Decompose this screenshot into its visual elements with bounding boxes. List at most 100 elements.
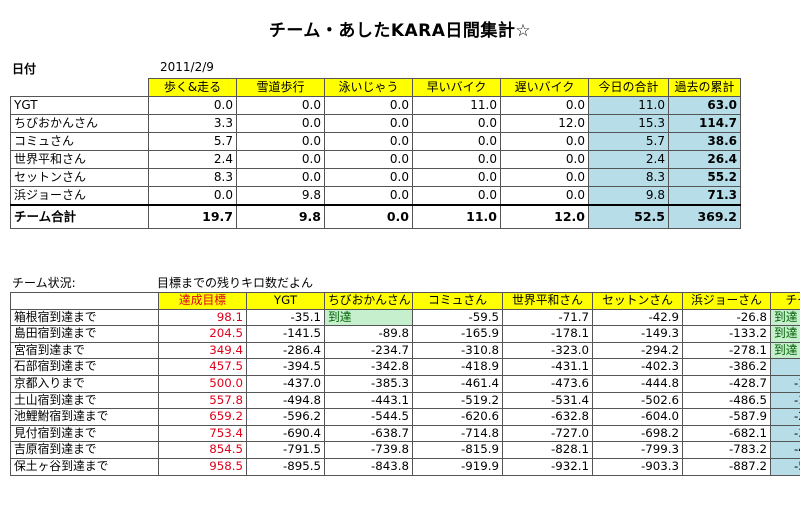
summary-cell: 0.0: [148, 186, 237, 206]
summary-column-header: 早いバイク: [412, 78, 501, 97]
progress-cell: -402.3: [592, 358, 683, 376]
summary-cell: 26.4: [668, 150, 741, 169]
summary-cell: 11.0: [588, 96, 669, 115]
member-name: YGT: [10, 96, 149, 115]
summary-cell: 71.3: [668, 186, 741, 206]
summary-header-row: 歩く&走る 雪道歩行 泳いじゃう 早いバイク 遅いバイク 今日の合計 過去の累計: [10, 78, 741, 97]
progress-cell: -544.5: [324, 408, 413, 426]
summary-column-header: 過去の累計: [668, 78, 741, 97]
summary-row: コミュさん 5.7 0.0 0.0 0.0 0.0 5.7 38.6: [10, 132, 741, 151]
progress-cell: -461.4: [412, 374, 503, 393]
progress-cell: 457.5: [158, 358, 247, 376]
status-caption: 目標までの残りキロ数だよん: [157, 276, 314, 290]
summary-column-header: 雪道歩行: [236, 78, 325, 97]
summary-row: ちびおかんさん 3.3 0.0 0.0 0.0 12.0 15.3 114.7: [10, 114, 741, 133]
progress-cell: -394.5: [246, 358, 325, 376]
progress-cell: -531.4: [502, 391, 593, 410]
progress-cell: -903.3: [592, 457, 683, 476]
summary-cell: 0.0: [324, 168, 413, 187]
progress-cell: 500.0: [158, 374, 247, 393]
summary-cell: 0.0: [500, 150, 589, 169]
summary-column-header: 歩く&走る: [148, 78, 237, 97]
progress-row: 京都入りまで 500.0 -437.0 -385.3 -461.4 -473.6 -444.…: [10, 374, 800, 393]
progress-cell: -887.2: [682, 457, 771, 476]
summary-row: YGT 0.0 0.0 0.0 11.0 0.0 11.0 63.0: [10, 96, 741, 115]
progress-row: 保土ヶ谷到達まで 958.5 -895.5 -843.8 -919.9 -932.1 -90…: [10, 457, 800, 476]
progress-cell: -342.8: [324, 358, 413, 376]
progress-column-header: 浜ジョーさん: [682, 292, 771, 310]
progress-column-header: 達成目標: [158, 292, 247, 310]
progress-row: 池鯉鮒宿到達まで 659.2 -596.2 -544.5 -620.6 -632.8 -60…: [10, 408, 800, 426]
daily-summary-table: 歩く&走る 雪道歩行 泳いじゃう 早いバイク 遅いバイク 今日の合計 過去の累計 YGT 0.0…: [10, 78, 741, 229]
progress-cell: -486.5: [682, 391, 771, 410]
team-total-label: チーム合計: [10, 204, 149, 229]
progress-cell: -932.1: [502, 457, 593, 476]
team-total-cell: 0.0: [324, 204, 413, 229]
progress-cell: -59.5: [412, 308, 503, 327]
team-total-row: チーム合計 19.7 9.8 0.0 11.0 12.0 52.5 369.2: [10, 204, 741, 229]
progress-cell: -386.2: [682, 358, 771, 376]
milestone-name: 宮宿到達まで: [10, 341, 159, 360]
milestone-name: 島田宿到達まで: [10, 325, 159, 343]
progress-row: 宮宿到達まで 349.4 -286.4 -234.7 -310.8 -323.0 -294.…: [10, 341, 800, 360]
corner-cell: [10, 78, 149, 97]
progress-cell: -385.3: [324, 374, 413, 393]
corner-cell: [10, 292, 159, 310]
date-label: 日付: [12, 62, 37, 76]
progress-cell: 到達: [770, 308, 800, 327]
progress-cell: -286.4: [246, 341, 325, 360]
member-name: ちびおかんさん: [10, 114, 149, 133]
progress-cell: -919.9: [412, 457, 503, 476]
progress-cell: -799.3: [592, 441, 683, 459]
progress-cell: -828.1: [502, 441, 593, 459]
summary-row: 世界平和さん 2.4 0.0 0.0 0.0 0.0 2.4 26.4: [10, 150, 741, 169]
progress-column-header: コミュさん: [412, 292, 503, 310]
progress-column-header: チーム: [770, 292, 800, 310]
milestone-name: 保土ヶ谷到達まで: [10, 457, 159, 476]
progress-cell: -589.3: [770, 457, 800, 476]
summary-column-header: 今日の合計: [588, 78, 669, 97]
summary-cell: 114.7: [668, 114, 741, 133]
milestone-name: 箱根宿到達まで: [10, 308, 159, 327]
progress-cell: -428.7: [682, 374, 771, 393]
summary-cell: 63.0: [668, 96, 741, 115]
summary-cell: 5.7: [148, 132, 237, 151]
team-total-cell: 52.5: [588, 204, 669, 229]
team-total-cell: 369.2: [668, 204, 741, 229]
summary-cell: 9.8: [588, 186, 669, 206]
progress-cell: -632.8: [502, 408, 593, 426]
summary-row: セットンさん 8.3 0.0 0.0 0.0 0.0 8.3 55.2: [10, 168, 741, 187]
team-total-cell: 9.8: [236, 204, 325, 229]
team-total-cell: 12.0: [500, 204, 589, 229]
summary-cell: 3.3: [148, 114, 237, 133]
progress-cell: -290.0: [770, 408, 800, 426]
progress-cell: -178.1: [502, 325, 593, 343]
milestone-name: 吉原宿到達まで: [10, 441, 159, 459]
progress-cell: -502.6: [592, 391, 683, 410]
progress-cell: -815.9: [412, 441, 503, 459]
progress-cell: 204.5: [158, 325, 247, 343]
summary-cell: 0.0: [324, 186, 413, 206]
summary-cell: 9.8: [236, 186, 325, 206]
progress-row: 土山宿到達まで 557.8 -494.8 -443.1 -519.2 -531.4 -502…: [10, 391, 800, 410]
page-title: チーム・あしたKARA日間集計☆: [268, 21, 532, 41]
summary-cell: 0.0: [236, 114, 325, 133]
summary-cell: 12.0: [500, 114, 589, 133]
progress-cell: -35.1: [246, 308, 325, 327]
team-total-cell: 11.0: [412, 204, 501, 229]
progress-cell: -690.4: [246, 424, 325, 443]
progress-cell: -473.6: [502, 374, 593, 393]
progress-column-header: YGT: [246, 292, 325, 310]
summary-cell: 0.0: [324, 132, 413, 151]
progress-column-header: ちびおかんさん: [324, 292, 413, 310]
summary-cell: 0.0: [236, 96, 325, 115]
progress-row: 見付宿到達まで 753.4 -690.4 -638.7 -714.8 -727.0 -698…: [10, 424, 800, 443]
milestone-name: 京都入りまで: [10, 374, 159, 393]
progress-cell: 854.5: [158, 441, 247, 459]
summary-cell: 0.0: [500, 132, 589, 151]
progress-cell: -698.2: [592, 424, 683, 443]
progress-column-header: セットンさん: [592, 292, 683, 310]
summary-cell: 0.0: [148, 96, 237, 115]
progress-cell: -596.2: [246, 408, 325, 426]
progress-row: 箱根宿到達まで 98.1 -35.1 到達 -59.5 -71.7 -42.9 -26.8 到達: [10, 308, 800, 327]
